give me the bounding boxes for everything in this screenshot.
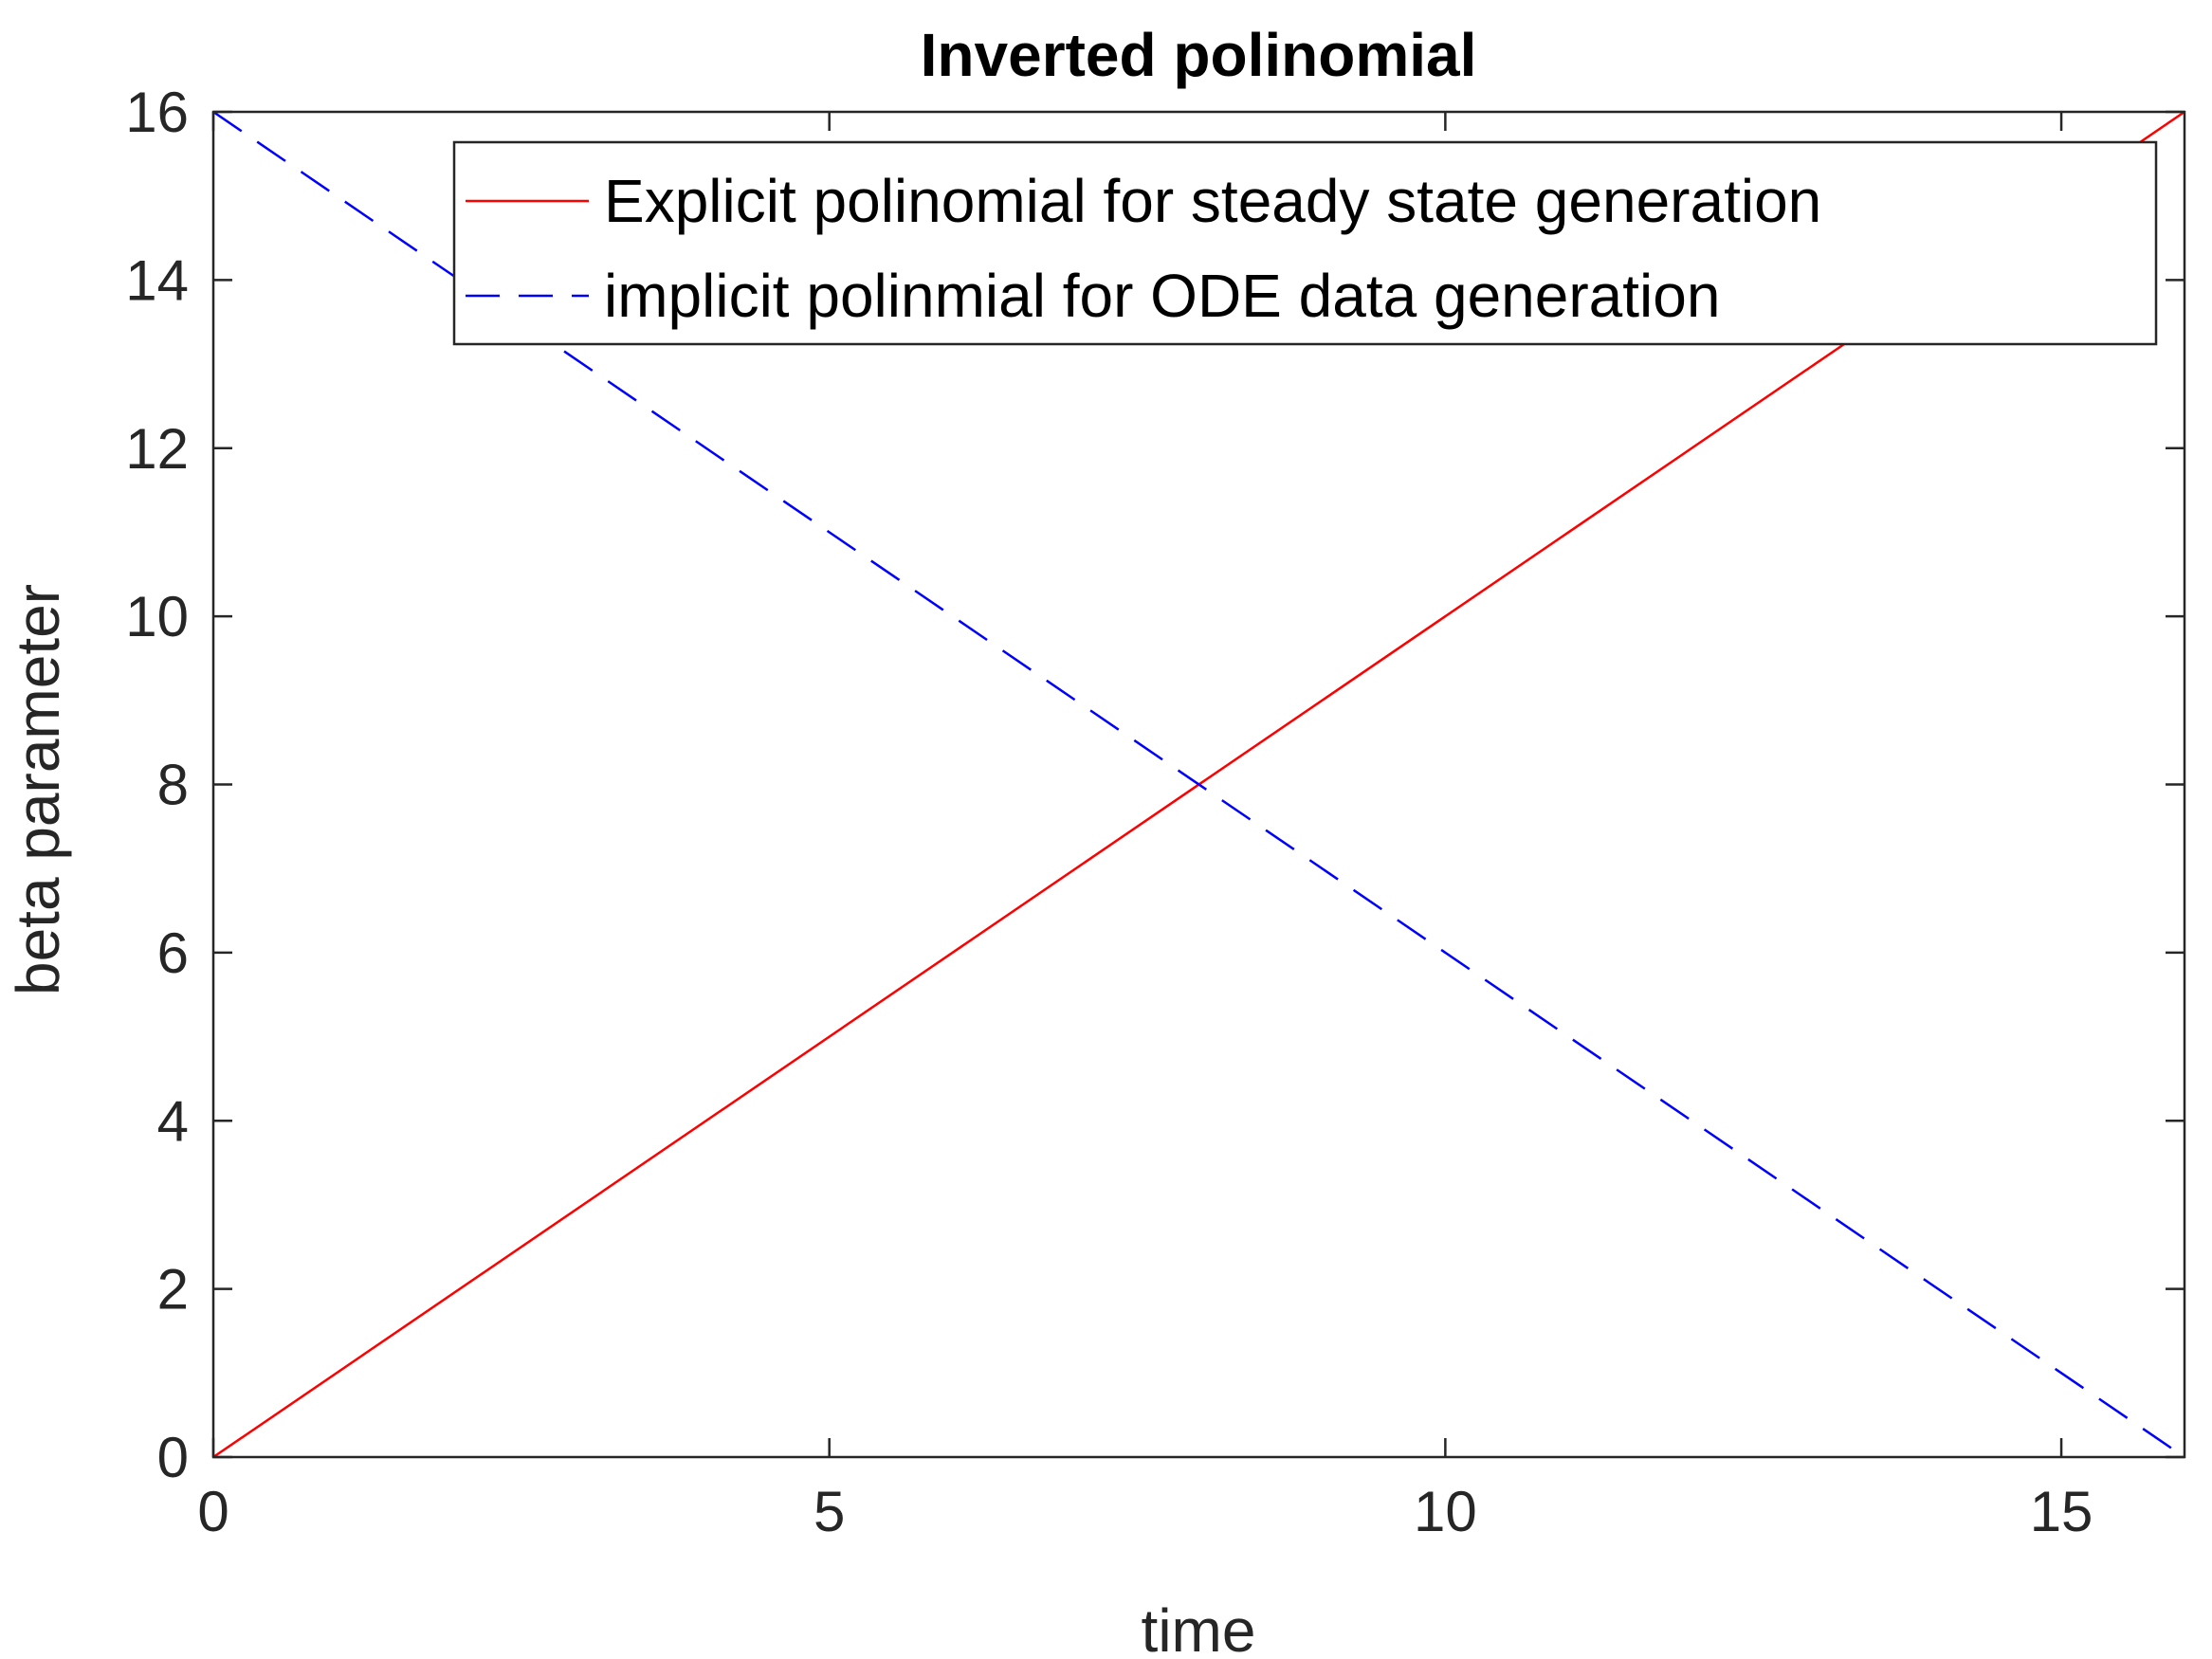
y-tick-label: 4 <box>157 1089 189 1153</box>
y-tick-label: 0 <box>157 1426 189 1489</box>
legend-entry-2: implicit polinmial for ODE data generati… <box>604 262 1720 330</box>
ticks-layer: 0 5 10 15 0 2 4 6 8 10 12 14 16 <box>125 81 2185 1543</box>
x-axis-label: time <box>1142 1596 1256 1659</box>
x-tick-label: 15 <box>2030 1480 2093 1543</box>
y-tick-label: 6 <box>157 921 189 985</box>
y-tick-label: 2 <box>157 1258 189 1322</box>
axes-box <box>211 110 2186 1459</box>
y-tick-label: 10 <box>125 585 189 648</box>
y-tick-label: 12 <box>125 417 189 481</box>
x-tick-label: 0 <box>197 1480 229 1543</box>
legend: Explicit polinomial for steady state gen… <box>452 140 2158 346</box>
y-tick-label: 8 <box>157 754 189 817</box>
y-tick-label: 16 <box>125 81 189 144</box>
x-tick-label: 10 <box>1414 1480 1477 1543</box>
y-axis-label: beta parameter <box>4 584 72 995</box>
legend-entry-1: Explicit polinomial for steady state gen… <box>604 167 1821 235</box>
legend-box <box>452 140 2158 346</box>
chart-title: Inverted polinomial <box>921 21 1477 89</box>
y-tick-label: 14 <box>125 248 189 312</box>
x-tick-label: 5 <box>814 1480 845 1543</box>
